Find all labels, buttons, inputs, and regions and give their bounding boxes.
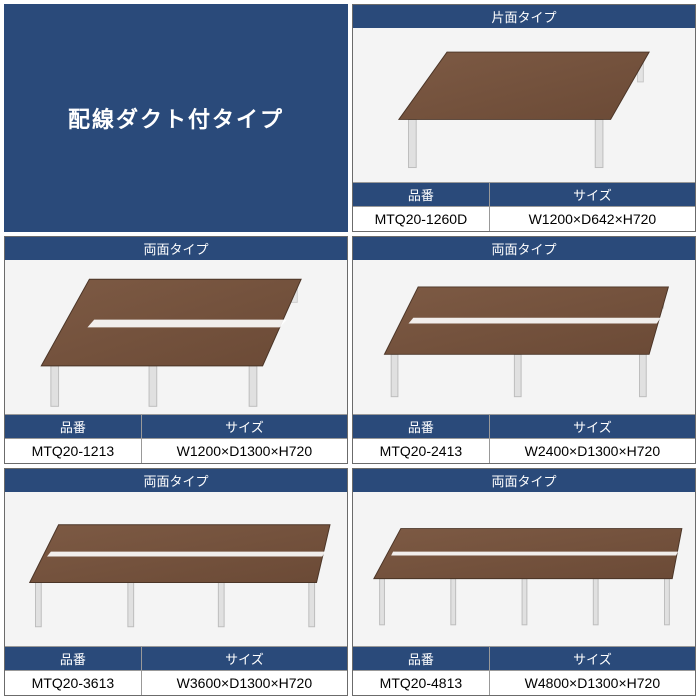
type-header: 両面タイプ xyxy=(5,237,347,260)
size-value: W2400×D1300×H720 xyxy=(490,439,695,463)
size-header: サイズ xyxy=(490,415,695,438)
hinban-header: 品番 xyxy=(353,647,490,670)
hinban-header: 品番 xyxy=(353,415,490,438)
product-card: 両面タイプ 品番 サイズ MTQ20-4813 W4800×D1300×H720 xyxy=(352,468,696,696)
spec-row: MTQ20-2413 W2400×D1300×H720 xyxy=(353,439,695,463)
product-card: 両面タイプ 品番 サイズ MTQ20-2413 W2400×D1300×H720 xyxy=(352,236,696,464)
product-image xyxy=(353,492,695,647)
spec-header: 品番 サイズ xyxy=(353,647,695,671)
size-header: サイズ xyxy=(490,647,695,670)
size-header: サイズ xyxy=(142,647,347,670)
spec-row: MTQ20-4813 W4800×D1300×H720 xyxy=(353,671,695,695)
product-image xyxy=(353,28,695,183)
hinban-value: MTQ20-1260D xyxy=(353,207,490,231)
size-value: W4800×D1300×H720 xyxy=(490,671,695,695)
title-card: 配線ダクト付タイプ xyxy=(4,4,348,232)
size-header: サイズ xyxy=(142,415,347,438)
product-image xyxy=(5,260,347,415)
hinban-value: MTQ20-4813 xyxy=(353,671,490,695)
spec-header: 品番 サイズ xyxy=(5,415,347,439)
type-header: 両面タイプ xyxy=(5,469,347,492)
spec-row: MTQ20-1213 W1200×D1300×H720 xyxy=(5,439,347,463)
spec-header: 品番 サイズ xyxy=(353,415,695,439)
product-card: 片面タイプ 品番 サイズ MTQ20-1260D W1200×D642×H720 xyxy=(352,4,696,232)
type-header: 片面タイプ xyxy=(353,5,695,28)
hinban-header: 品番 xyxy=(5,647,142,670)
product-image xyxy=(5,492,347,647)
product-image xyxy=(353,260,695,415)
size-header: サイズ xyxy=(490,183,695,206)
spec-header: 品番 サイズ xyxy=(5,647,347,671)
spec-row: MTQ20-1260D W1200×D642×H720 xyxy=(353,207,695,231)
title-text: 配線ダクト付タイプ xyxy=(68,102,284,134)
spec-row: MTQ20-3613 W3600×D1300×H720 xyxy=(5,671,347,695)
type-header: 両面タイプ xyxy=(353,469,695,492)
type-header: 両面タイプ xyxy=(353,237,695,260)
hinban-value: MTQ20-1213 xyxy=(5,439,142,463)
spec-header: 品番 サイズ xyxy=(353,183,695,207)
hinban-header: 品番 xyxy=(5,415,142,438)
size-value: W1200×D642×H720 xyxy=(490,207,695,231)
size-value: W3600×D1300×H720 xyxy=(142,671,347,695)
size-value: W1200×D1300×H720 xyxy=(142,439,347,463)
product-card: 両面タイプ 品番 サイズ MTQ20-1213 W1200×D1300×H720 xyxy=(4,236,348,464)
hinban-value: MTQ20-2413 xyxy=(353,439,490,463)
product-card: 両面タイプ 品番 サイズ MTQ20-3613 W3600×D1300×H720 xyxy=(4,468,348,696)
hinban-value: MTQ20-3613 xyxy=(5,671,142,695)
hinban-header: 品番 xyxy=(353,183,490,206)
